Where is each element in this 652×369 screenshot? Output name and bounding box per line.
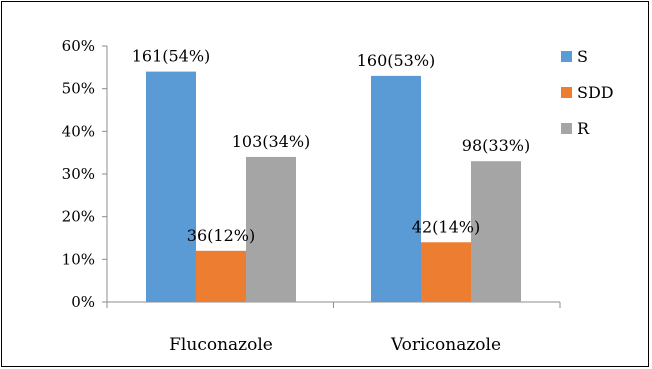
y-tick-label: 20% <box>62 208 95 226</box>
bar-r-voriconazole <box>471 161 521 302</box>
x-category-label: Fluconazole <box>169 335 273 355</box>
y-tick-label: 40% <box>62 122 95 140</box>
bar-r-fluconazole <box>246 156 296 302</box>
legend-swatch <box>561 87 572 98</box>
data-label: 42(14%) <box>412 217 480 236</box>
bar-sdd-voriconazole <box>421 242 471 302</box>
legend-label: SDD <box>577 83 614 102</box>
legend-swatch <box>561 51 572 62</box>
y-tick-label: 30% <box>62 165 95 183</box>
y-axis: 0% 10% 20% 30% 40% 50% 60% <box>62 37 108 311</box>
x-axis: Fluconazole Voriconazole <box>106 301 561 355</box>
bars <box>146 71 521 302</box>
data-label: 160(53%) <box>357 51 436 70</box>
data-label: 103(34%) <box>232 132 311 151</box>
y-tick-label: 50% <box>62 80 95 98</box>
data-label: 98(33%) <box>462 136 530 155</box>
y-tick-label: 60% <box>62 37 95 55</box>
bar-s-fluconazole <box>146 71 196 302</box>
bar-s-voriconazole <box>371 75 421 302</box>
data-labels: 161(54%) 160(53%) 36(12%) 42(14%) 103(34%) 98… <box>132 47 531 245</box>
data-label: 36(12%) <box>187 226 255 245</box>
legend-label: R <box>577 119 590 138</box>
data-label: 161(54%) <box>132 47 211 66</box>
bar-sdd-fluconazole <box>196 250 246 302</box>
y-tick-label: 0% <box>71 293 95 311</box>
x-category-label: Voriconazole <box>390 335 501 355</box>
legend: S SDD R <box>561 47 614 138</box>
y-tick-label: 10% <box>62 250 95 268</box>
legend-swatch <box>561 123 572 134</box>
legend-label: S <box>577 47 588 66</box>
